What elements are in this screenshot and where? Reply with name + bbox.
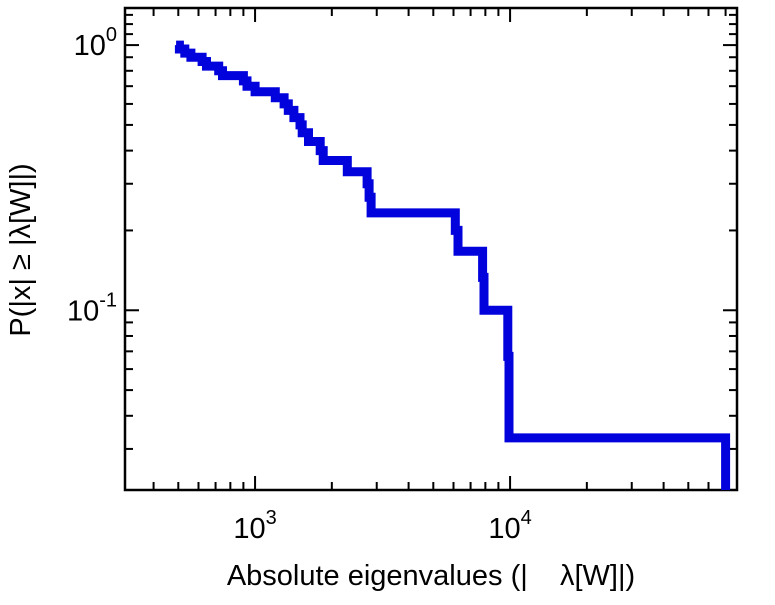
x-tick-label: 103: [233, 507, 276, 545]
tick-marks: [125, 8, 737, 490]
x-axis-label: Absolute eigenvalues (| λ[W]|): [227, 560, 635, 592]
y-tick-label: 100: [74, 24, 117, 62]
ccdf-step-line: [174, 40, 731, 490]
y-axis-label: P(|x| ≥ |λ[W]|): [5, 163, 37, 336]
x-tick-label: 104: [488, 507, 531, 545]
y-tick-label: 10-1: [67, 289, 117, 327]
tick-labels: 103 104 100 10-1: [67, 24, 532, 545]
plot-frame: [123, 6, 739, 492]
